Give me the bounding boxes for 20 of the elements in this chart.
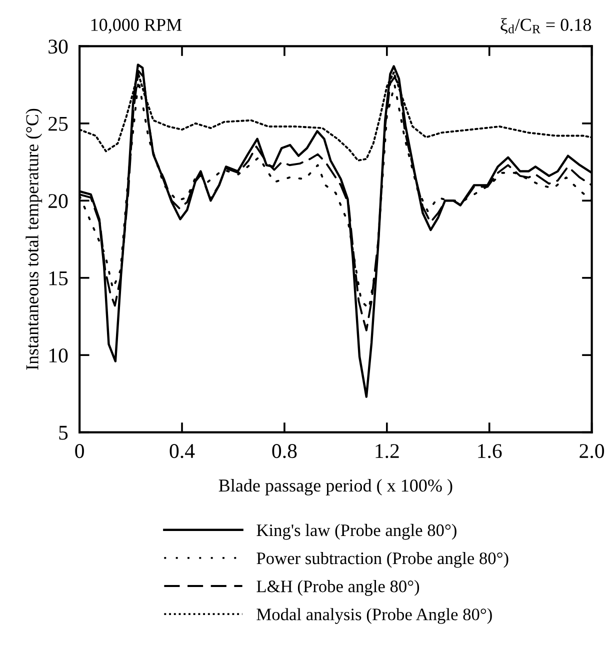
x-tick-label: 1.2 xyxy=(376,444,399,458)
y-axis-title: Instantaneous total temperature (°C) xyxy=(26,108,42,370)
x-axis-title: Blade passage period ( x 100% ) xyxy=(218,478,452,496)
y-tick-label: 30 xyxy=(48,40,68,54)
x-tick-label: 0.4 xyxy=(170,444,195,458)
x-tick-label: 0.8 xyxy=(272,444,297,458)
legend-label: Modal analysis (Probe Angle 80°) xyxy=(256,608,492,624)
y-tick-label: 10 xyxy=(49,348,68,363)
y-tick-label: 15 xyxy=(49,271,68,286)
x-tick-label: 0 xyxy=(75,444,84,458)
y-tick-label: 25 xyxy=(48,116,68,131)
x-tick-label: 1.6 xyxy=(478,444,502,458)
y-tick-label: 20 xyxy=(48,194,68,208)
text: ξ$_{d}$/C$_{R}$ = 0.18 xyxy=(500,18,591,34)
legend-label: King's law (Probe angle 80°) xyxy=(256,524,456,540)
legend-label: L&H (Probe angle 80°) xyxy=(256,580,420,596)
legend-label: Power subtraction (Probe angle 80°) xyxy=(256,552,508,568)
y-tick-label: 5 xyxy=(59,426,68,440)
text: 10,000 RPM xyxy=(91,18,182,34)
x-tick-label: 2.0 xyxy=(580,444,604,458)
